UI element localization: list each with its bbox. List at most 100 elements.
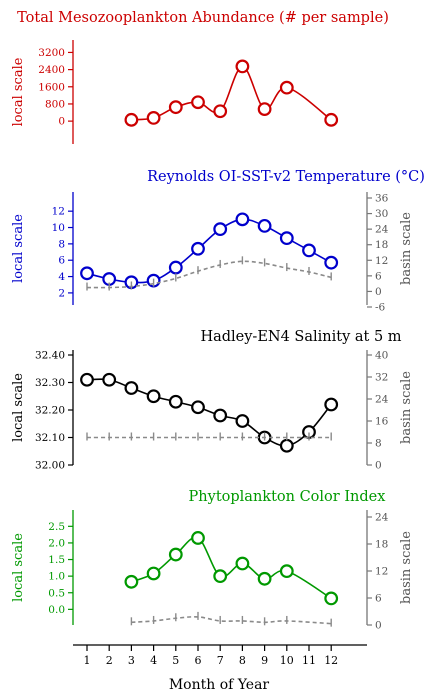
data-point [80, 266, 94, 281]
series-line [86, 218, 332, 284]
left-tick-label: 32.10 [35, 432, 65, 444]
data-point [324, 255, 339, 270]
basin-series-line [131, 616, 332, 625]
left-tick-label: 0 [58, 116, 65, 128]
right-tick-label: 6 [375, 593, 382, 605]
data-point [124, 574, 139, 589]
data-point [235, 212, 250, 227]
data-point [213, 222, 228, 237]
data-point [257, 102, 272, 117]
data-point [146, 111, 161, 125]
data-point [191, 400, 205, 415]
series-line [131, 65, 332, 121]
left-tick-label: 1.5 [48, 554, 65, 566]
basin-series-line [86, 260, 332, 289]
data-point [80, 372, 94, 387]
series-line [131, 536, 332, 600]
right-tick-label: 24 [375, 394, 389, 406]
right-tick-label: -6 [375, 302, 386, 314]
right-tick-label: 40 [375, 350, 388, 362]
left-tick-label: 3200 [38, 47, 65, 59]
left-tick-label: 32.40 [35, 350, 65, 362]
chart-panel-1: Total Mesozooplankton Abundance (# per s… [11, 10, 389, 144]
x-tick-label: 5 [172, 654, 179, 667]
data-point [279, 438, 294, 453]
data-point [235, 59, 250, 74]
data-point [324, 591, 339, 606]
data-point [102, 372, 117, 387]
left-tick-label: 1.0 [48, 571, 65, 583]
data-point [279, 231, 294, 246]
left-tick-label: 12 [52, 206, 65, 218]
data-point [168, 100, 183, 115]
left-tick-label: 2 [58, 287, 65, 299]
right-axis-label: basin scale [399, 212, 414, 285]
chart-panel-3: Hadley-EN4 Salinity at 5 m 32.40 32.30 32.2… [11, 329, 414, 472]
left-tick-label: 0.5 [48, 587, 65, 599]
left-tick-label: 800 [45, 98, 65, 110]
data-point [124, 381, 139, 395]
data-point [213, 408, 228, 423]
right-tick-label: 16 [375, 416, 389, 428]
left-axis-label: local scale [11, 373, 26, 442]
x-tick-label: 6 [195, 654, 202, 667]
chart-panel-4: Phytoplankton Color Index 2.5 2.0 1.5 1.0 0.5… [11, 489, 414, 632]
x-tick-label: 12 [324, 654, 338, 667]
right-tick-label: 12 [375, 255, 388, 267]
right-tick-label: 8 [375, 438, 382, 450]
chart-panel-2: Reynolds OI-SST-v2 Temperature (°C) 12 10 8… [11, 169, 424, 314]
data-point [235, 556, 250, 571]
data-point [168, 547, 183, 562]
x-tick-label: 7 [217, 654, 224, 667]
left-tick-label: 8 [58, 238, 65, 250]
data-point [257, 218, 272, 233]
data-point [279, 80, 294, 95]
x-tick-label: 1 [84, 654, 91, 667]
x-tick-label: 11 [302, 654, 316, 667]
right-tick-label: 32 [375, 372, 388, 384]
left-tick-label: 32.00 [35, 460, 65, 472]
left-tick-label: 2400 [38, 64, 65, 76]
panel-title: Phytoplankton Color Index [189, 489, 386, 505]
left-axis-label: local scale [11, 533, 26, 602]
panel-title: Hadley-EN4 Salinity at 5 m [200, 329, 401, 345]
data-point [324, 397, 339, 412]
data-point [324, 112, 339, 127]
x-tick-label: 9 [261, 654, 268, 667]
data-point [235, 414, 250, 428]
right-tick-label: 30 [375, 208, 388, 220]
data-point [168, 260, 183, 275]
left-tick-label: 4 [58, 271, 65, 283]
left-tick-label: 2.0 [48, 537, 65, 549]
right-tick-label: 18 [375, 539, 388, 551]
data-point [191, 531, 205, 545]
right-axis-label: basin scale [399, 531, 414, 604]
left-tick-label: 32.30 [35, 377, 65, 389]
panel-title: Reynolds OI-SST-v2 Temperature (°C) [147, 169, 424, 185]
right-tick-label: 24 [375, 512, 389, 524]
data-point [213, 104, 228, 119]
x-tick-label: 2 [106, 654, 113, 667]
x-tick-label: 4 [150, 654, 157, 667]
x-tick-label: 8 [239, 654, 246, 667]
data-point [146, 389, 161, 404]
x-tick-label: 10 [280, 654, 294, 667]
right-tick-label: 6 [375, 270, 382, 282]
left-tick-label: 10 [52, 222, 65, 234]
right-tick-label: 18 [375, 239, 388, 251]
left-tick-label: 2.5 [48, 521, 65, 533]
left-tick-label: 1600 [38, 81, 65, 93]
right-tick-label: 0 [375, 286, 382, 298]
left-tick-label: 6 [58, 255, 65, 267]
left-axis-label: local scale [11, 214, 26, 283]
right-tick-label: 36 [375, 193, 389, 205]
data-point [302, 243, 316, 258]
left-tick-label: 0.0 [48, 604, 65, 616]
panel-title: Total Mesozooplankton Abundance (# per s… [17, 10, 389, 26]
x-tick-label: 3 [128, 654, 135, 667]
right-tick-label: 24 [375, 224, 389, 236]
data-point [146, 566, 161, 581]
left-axis-label: local scale [11, 57, 26, 126]
